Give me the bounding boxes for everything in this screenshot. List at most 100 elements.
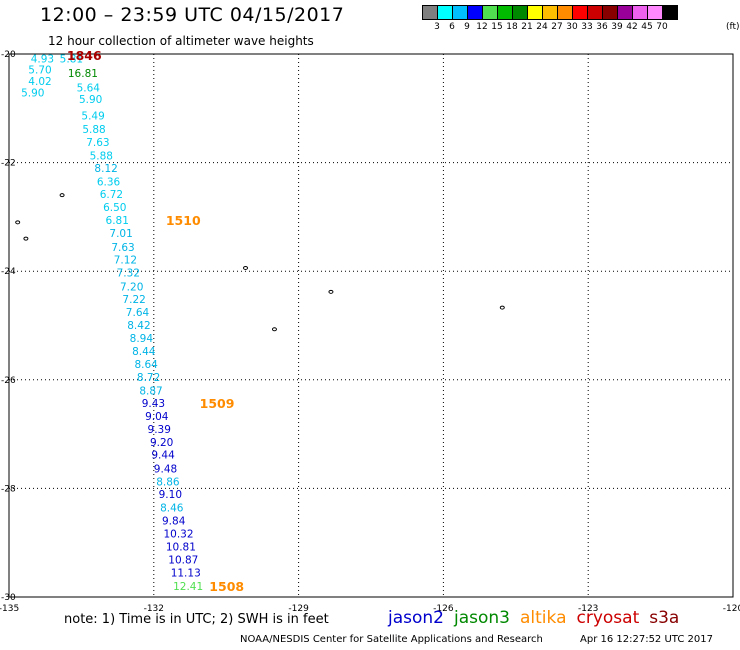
longitude-tick-label: -132 — [144, 604, 164, 614]
wave-height-label: 16.81 — [68, 68, 98, 80]
wave-height-label: 8.46 — [160, 502, 184, 514]
longitude-tick-label: -126 — [433, 604, 454, 614]
legend-altika: altika — [520, 608, 567, 628]
wave-height-label: 7.01 — [109, 228, 132, 240]
pass-time-label: 1508 — [209, 579, 244, 594]
latitude-tick-label: -24 — [1, 267, 16, 277]
legend-jason2: jason2 — [388, 608, 444, 628]
wave-height-label: 7.12 — [114, 254, 137, 266]
wave-height-label: 5.81 — [60, 53, 83, 65]
longitude-tick-label: -129 — [288, 604, 309, 614]
color-scale-label: 39 — [611, 22, 623, 32]
wave-height-label: 6.36 — [97, 177, 121, 189]
wave-height-label: 4.93 — [31, 53, 54, 65]
wave-height-label: 6.72 — [100, 189, 123, 201]
longitude-tick-label: -135 — [0, 604, 19, 614]
latitude-tick-label: -22 — [1, 159, 16, 169]
color-scale-label: 12 — [476, 22, 488, 32]
latitude-tick-label: -30 — [1, 593, 16, 603]
island-outline — [499, 305, 505, 310]
wave-height-label: 5.49 — [81, 110, 104, 122]
wave-height-label: 7.63 — [111, 242, 134, 254]
island-outline — [271, 327, 277, 332]
wave-height-label: 9.10 — [159, 489, 182, 501]
pass-time-label: 1510 — [166, 213, 201, 228]
credit-line: NOAA/NESDIS Center for Satellite Applica… — [240, 634, 543, 645]
wave-height-label: 12.41 — [173, 581, 203, 593]
map-subtitle: 12 hour collection of altimeter wave hei… — [48, 34, 314, 48]
wave-height-label: 8.94 — [130, 333, 154, 345]
color-scale-label: 30 — [566, 22, 578, 32]
island-outline — [243, 265, 249, 270]
wave-height-label: 9.48 — [154, 463, 177, 475]
color-scale-label: 45 — [641, 22, 653, 32]
wave-height-label: 5.88 — [90, 151, 113, 163]
island-outline — [15, 220, 21, 225]
wave-height-label: 7.64 — [126, 307, 150, 319]
color-scale-label: 15 — [491, 22, 503, 32]
island-outline — [328, 289, 334, 294]
color-scale-label: 27 — [551, 22, 563, 32]
island-outline — [23, 236, 29, 241]
latitude-tick-label: -26 — [1, 376, 16, 386]
wave-height-label: 5.64 — [77, 83, 101, 95]
wave-height-label: 9.39 — [148, 424, 171, 436]
color-scale-label: 3 — [434, 22, 440, 32]
wave-height-label: 7.22 — [122, 294, 145, 306]
wave-height-label: 6.50 — [103, 202, 126, 214]
wave-height-label: 8.64 — [134, 359, 158, 371]
legend-jason3: jason3 — [454, 608, 510, 628]
latitude-tick-label: -28 — [1, 484, 16, 494]
wave-height-label: 5.90 — [79, 94, 102, 106]
wave-height-label: 9.44 — [151, 450, 175, 462]
color-scale — [422, 5, 678, 20]
generated-timestamp: Apr 16 12:27:52 UTC 2017 — [580, 634, 713, 645]
wave-height-label: 9.84 — [162, 515, 186, 527]
color-scale-label: 36 — [596, 22, 608, 32]
longitude-tick-label: -120 — [723, 604, 740, 614]
wave-height-label: 10.87 — [168, 555, 198, 567]
wave-height-label: 7.63 — [86, 137, 109, 149]
legend-s3a: s3a — [649, 608, 680, 628]
wave-height-label: 10.32 — [163, 528, 193, 540]
longitude-tick-label: -123 — [578, 604, 598, 614]
color-scale-label: 42 — [626, 22, 638, 32]
color-scale-labels: 3 6 9 12 15 18 21 24 27 30 33 36 39 42 45 70 — [422, 22, 740, 36]
wave-height-label: 5.88 — [82, 124, 105, 136]
color-swatch — [662, 5, 678, 20]
wave-height-label: 9.43 — [142, 398, 165, 410]
units-note: note: 1) Time is in UTC; 2) SWH is in fe… — [64, 612, 329, 627]
wave-height-label: 10.81 — [166, 542, 196, 554]
wave-height-label: 8.42 — [127, 320, 150, 332]
wave-height-label: 11.13 — [171, 568, 201, 580]
wave-height-label: 9.04 — [145, 411, 169, 423]
map-frame — [8, 53, 734, 598]
color-scale-label: 24 — [536, 22, 548, 32]
wave-height-label: 4.02 — [28, 76, 51, 88]
color-scale-label: 21 — [521, 22, 533, 32]
latitude-tick-label: -20 — [1, 50, 16, 60]
wave-height-label: 8.44 — [132, 346, 156, 358]
color-scale-label: 33 — [581, 22, 593, 32]
legend-cryosat: cryosat — [576, 608, 640, 628]
wave-height-label: 5.90 — [21, 88, 44, 100]
wave-height-label: 8.72 — [137, 372, 160, 384]
map-title: 12:00 – 23:59 UTC 04/15/2017 — [40, 4, 345, 26]
wave-height-label: 8.86 — [156, 476, 180, 488]
color-scale-label: 18 — [506, 22, 518, 32]
wave-height-label: 5.70 — [28, 65, 51, 77]
color-scale-label: 9 — [464, 22, 470, 32]
wave-height-label: 7.20 — [120, 281, 143, 293]
wave-height-label: 8.87 — [139, 386, 162, 398]
pass-time-label: 1846 — [67, 48, 102, 63]
wave-height-label: 8.12 — [94, 163, 117, 175]
wave-height-label: 7.32 — [117, 267, 140, 279]
wave-height-label: 9.20 — [150, 437, 173, 449]
pass-time-label: 1509 — [200, 396, 235, 411]
satellite-legend: jason2 jason3 altika cryosat s3a — [388, 608, 679, 628]
wave-height-label: 6.81 — [106, 215, 129, 227]
color-scale-label: 70 — [656, 22, 668, 32]
color-scale-label: 6 — [449, 22, 455, 32]
color-scale-unit: (ft) — [726, 22, 740, 32]
